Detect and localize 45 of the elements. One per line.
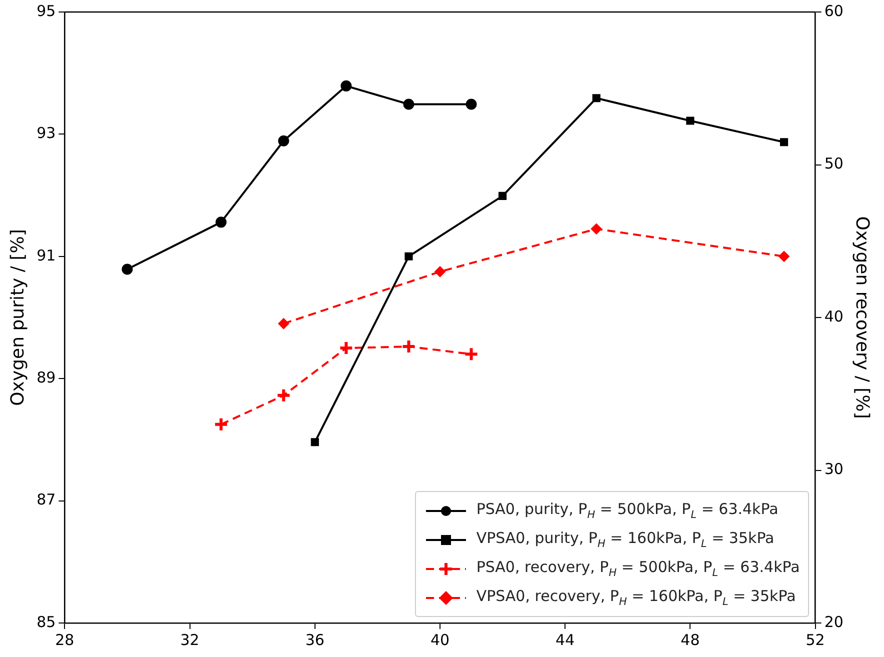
y-tick-label: 85: [36, 612, 56, 631]
y-tick-label: 89: [36, 368, 56, 386]
point: [466, 98, 477, 110]
point: [590, 223, 602, 234]
legend-label: VPSA0, recovery, P$_{H}$ = 160kPa, P$_{L}$ = 35kPa: [476, 587, 796, 608]
y2-axis-title: Oxygen recovery / [%]: [852, 216, 873, 419]
point: [340, 80, 352, 92]
x-tick-label: 40: [430, 630, 450, 649]
point: [214, 416, 229, 432]
x-tick-label: 52: [806, 630, 825, 649]
point: [310, 438, 319, 446]
point: [338, 340, 354, 356]
x-tick-label: 36: [305, 630, 324, 649]
y2-tick-label: 30: [824, 460, 844, 478]
point: [122, 264, 133, 275]
point: [778, 250, 790, 262]
point: [216, 216, 227, 228]
point: [780, 138, 788, 146]
legend-label: PSA0, purity, P$_{H}$ = 500kPa, P$_{L}$ = 63.4kPa: [476, 500, 778, 521]
x-tick-label: 28: [55, 630, 74, 649]
point: [403, 98, 414, 110]
legend-label: PSA0, recovery, P$_{H}$ = 500kPa, P$_{L}$ = 63.4kPa: [476, 558, 800, 579]
point: [592, 94, 600, 102]
x-tick-label: 48: [680, 630, 700, 649]
point: [404, 252, 413, 260]
point: [686, 116, 694, 125]
point: [498, 192, 507, 200]
y2-tick-label: 60: [824, 2, 844, 20]
point: [434, 266, 446, 278]
y-axis-title: Oxygen purity / [%]: [7, 229, 28, 406]
x-tick-label: 44: [556, 630, 575, 649]
y-tick-label: 93: [36, 124, 56, 142]
y-tick-label: 95: [36, 2, 56, 20]
y2-tick-label: 50: [824, 154, 844, 173]
y-tick-label: 91: [36, 246, 56, 264]
x-tick-label: 32: [180, 630, 200, 649]
point: [278, 318, 290, 330]
legend-label: VPSA0, purity, P$_{H}$ = 160kPa, P$_{L}$ = 35kPa: [476, 529, 774, 550]
point: [276, 388, 292, 403]
y-tick-label: 87: [36, 490, 56, 509]
y2-tick-label: 40: [824, 307, 844, 326]
point: [401, 339, 416, 354]
point: [464, 346, 479, 362]
point: [278, 135, 290, 146]
y2-tick-label: 20: [824, 612, 844, 631]
